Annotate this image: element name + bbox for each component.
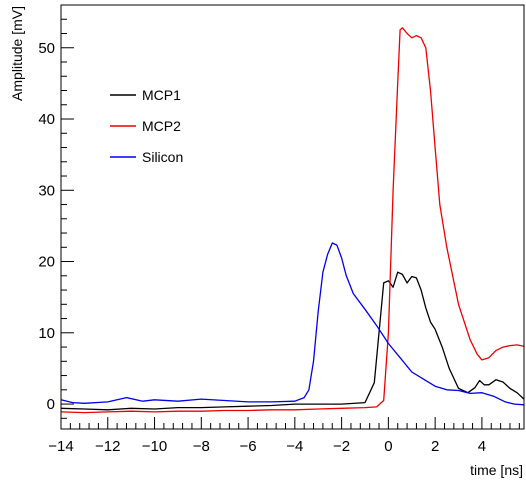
- series-line-mcp1: [60, 271, 525, 411]
- y-tick-label: 0: [47, 396, 55, 413]
- x-tick-label: 4: [478, 438, 486, 455]
- x-axis: −14 −12 −10 −8 −6 −4 −2 0 2 4: [48, 417, 520, 455]
- y-tick-label: 30: [38, 182, 55, 199]
- x-tick-label: −12: [95, 438, 120, 455]
- x-tick-label: −14: [48, 438, 73, 455]
- x-tick-label: −4: [286, 438, 303, 455]
- y-tick-label: 40: [38, 111, 55, 128]
- legend-label-silicon: Silicon: [142, 149, 183, 165]
- x-tick-label: −6: [240, 438, 257, 455]
- series-layer: [60, 27, 525, 414]
- series-line-mcp2: [60, 27, 525, 414]
- y-tick-label: 10: [38, 325, 55, 342]
- plot-frame: [60, 4, 525, 430]
- x-axis-title: time [ns]: [470, 462, 523, 478]
- x-tick-label: −10: [142, 438, 167, 455]
- y-tick-label: 50: [38, 40, 55, 57]
- x-tick-label: −2: [333, 438, 350, 455]
- series-line-silicon: [60, 242, 525, 406]
- legend-label-mcp2: MCP2: [142, 118, 181, 134]
- x-tick-label: −8: [193, 438, 210, 455]
- y-tick-label: 20: [38, 254, 55, 271]
- y-axis-title: Amplitude [mV]: [9, 6, 25, 101]
- legend-label-mcp1: MCP1: [142, 87, 181, 103]
- y-axis: 0 10 20 30 40 50: [38, 4, 74, 419]
- x-tick-label: 2: [431, 438, 439, 455]
- legend: MCP1 MCP2 Silicon: [110, 87, 183, 165]
- x-tick-label: 0: [384, 438, 392, 455]
